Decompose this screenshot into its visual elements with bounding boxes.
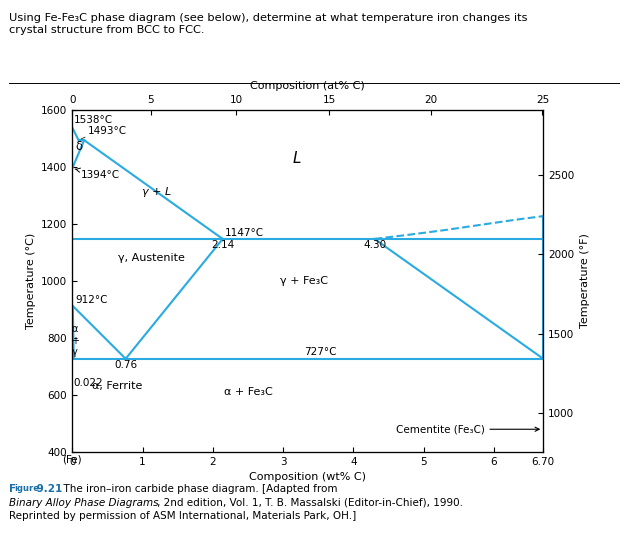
Text: 9.21: 9.21 bbox=[33, 484, 62, 494]
Text: δ: δ bbox=[75, 140, 82, 153]
Text: , 2nd edition, Vol. 1, T. B. Massalski (Editor-in-Chief), 1990.: , 2nd edition, Vol. 1, T. B. Massalski (… bbox=[157, 498, 463, 508]
Y-axis label: Temperature (°C): Temperature (°C) bbox=[26, 233, 36, 329]
Text: α
+
γ: α + γ bbox=[71, 324, 78, 357]
Text: 1538°C: 1538°C bbox=[73, 116, 113, 125]
Text: α + Fe₃C: α + Fe₃C bbox=[224, 387, 273, 397]
Text: igure: igure bbox=[14, 484, 39, 493]
Text: 4.30: 4.30 bbox=[363, 240, 386, 250]
Text: Reprinted by permission of ASM International, Materials Park, OH.]: Reprinted by permission of ASM Internati… bbox=[9, 511, 357, 521]
Text: γ + Fe₃C: γ + Fe₃C bbox=[280, 276, 328, 286]
Text: 1493°C: 1493°C bbox=[88, 126, 127, 136]
Text: γ + L: γ + L bbox=[142, 187, 171, 197]
Text: α, Ferrite: α, Ferrite bbox=[92, 381, 143, 392]
Text: 0.76: 0.76 bbox=[114, 360, 137, 370]
Text: The iron–iron carbide phase diagram. [Adapted from: The iron–iron carbide phase diagram. [Ad… bbox=[57, 484, 340, 494]
Text: 2.14: 2.14 bbox=[211, 240, 234, 250]
Text: 0.022: 0.022 bbox=[73, 378, 104, 388]
Text: L: L bbox=[293, 151, 301, 166]
X-axis label: Composition (wt% C): Composition (wt% C) bbox=[249, 472, 366, 483]
Text: Using Fe-Fe₃C phase diagram (see below), determine at what temperature iron chan: Using Fe-Fe₃C phase diagram (see below),… bbox=[9, 13, 528, 35]
Text: 912°C: 912°C bbox=[76, 295, 108, 305]
Y-axis label: Temperature (°F): Temperature (°F) bbox=[580, 233, 590, 328]
Text: F: F bbox=[9, 484, 16, 494]
Text: Binary Alloy Phase Diagrams: Binary Alloy Phase Diagrams bbox=[9, 498, 159, 508]
Text: 1394°C: 1394°C bbox=[75, 168, 120, 180]
Text: Cementite (Fe₃C): Cementite (Fe₃C) bbox=[396, 424, 539, 434]
X-axis label: Composition (at% C): Composition (at% C) bbox=[251, 81, 365, 91]
Text: (Fe): (Fe) bbox=[62, 454, 82, 464]
Text: γ, Austenite: γ, Austenite bbox=[118, 253, 185, 263]
Text: 727°C: 727°C bbox=[304, 347, 337, 357]
Text: 1147°C: 1147°C bbox=[225, 227, 264, 238]
